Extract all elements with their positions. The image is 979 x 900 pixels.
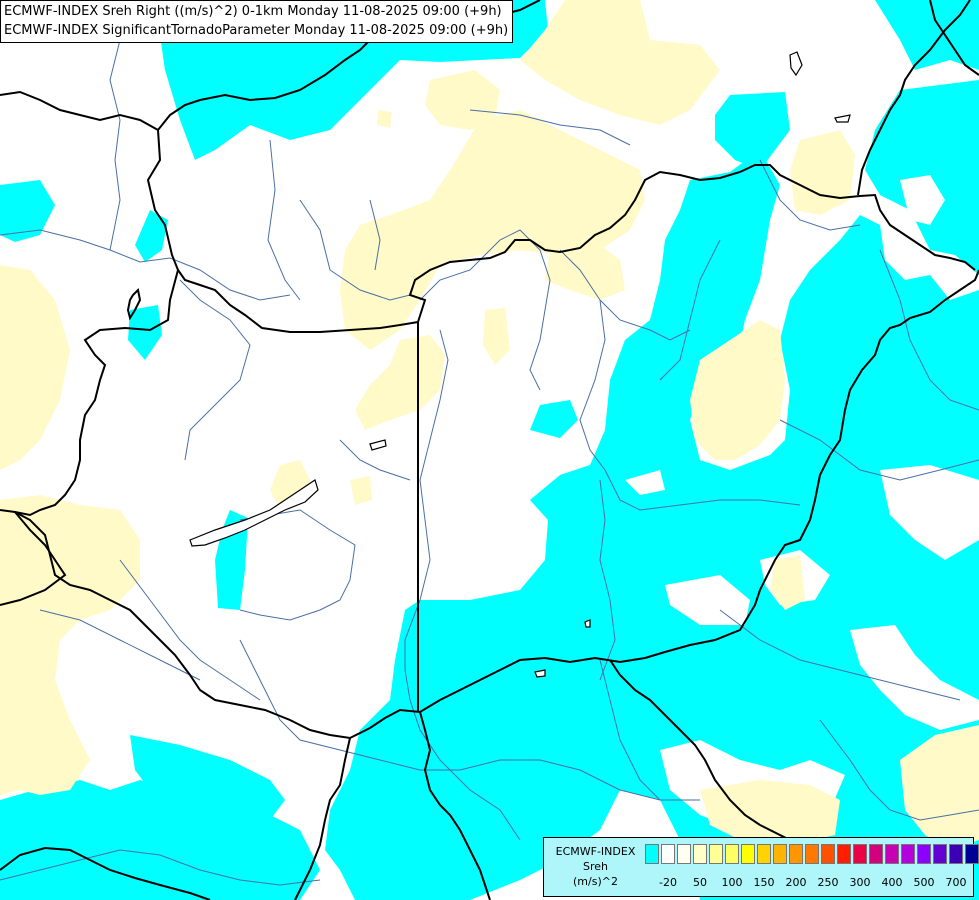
legend-swatch [661, 844, 675, 864]
legend-swatch [949, 844, 963, 864]
legend-swatch [725, 844, 739, 864]
legend-tick-label: 400 [881, 876, 903, 889]
legend-swatches [645, 844, 979, 866]
title-line-stp: ECMWF-INDEX SignificantTornadoParameter … [4, 23, 509, 38]
legend-tick-label: 300 [849, 876, 871, 889]
legend-unit: (m/s)^2 [573, 875, 618, 888]
legend-swatch [885, 844, 899, 864]
border-fragment-east [929, 0, 979, 76]
legend-tick-label: 100 [721, 876, 743, 889]
legend-label: ECMWF-INDEX Sreh (m/s)^2 [547, 844, 644, 889]
legend-tick-label: 200 [785, 876, 807, 889]
legend-source: ECMWF-INDEX [555, 845, 636, 858]
legend-tick-label: 150 [753, 876, 775, 889]
legend-swatch [901, 844, 915, 864]
legend-swatch [677, 844, 691, 864]
legend-swatch [645, 844, 659, 864]
legend-swatch [789, 844, 803, 864]
legend-tick-label: 50 [693, 876, 707, 889]
lakes [189, 51, 851, 678]
legend-swatch [853, 844, 867, 864]
legend-swatch [917, 844, 931, 864]
legend-swatch [693, 844, 707, 864]
legend-swatch [965, 844, 979, 864]
legend-swatch [869, 844, 883, 864]
legend-parameter: Sreh [582, 860, 608, 873]
legend-swatch [821, 844, 835, 864]
legend-swatch [837, 844, 851, 864]
map-title-box: ECMWF-INDEX Sreh Right ((m/s)^2) 0-1km M… [0, 0, 514, 43]
legend-swatch [805, 844, 819, 864]
legend-swatch [773, 844, 787, 864]
legend-tick-label: 700 [945, 876, 967, 889]
legend-ticks: -20 50 100 150 200 250 300 400 500 700 [645, 876, 970, 890]
title-line-sreh: ECMWF-INDEX Sreh Right ((m/s)^2) 0-1km M… [4, 4, 502, 19]
color-legend: ECMWF-INDEX Sreh (m/s)^2 -20 50 100 150 200 2… [543, 837, 979, 897]
legend-swatch [933, 844, 947, 864]
legend-tick-label: 250 [817, 876, 839, 889]
legend-swatch [757, 844, 771, 864]
legend-swatch [741, 844, 755, 864]
legend-swatch [709, 844, 723, 864]
legend-tick-label: 500 [913, 876, 935, 889]
legend-tick-label: -20 [659, 876, 677, 889]
pale-yellow-stp-fields [0, 0, 979, 850]
rivers [0, 39, 979, 896]
